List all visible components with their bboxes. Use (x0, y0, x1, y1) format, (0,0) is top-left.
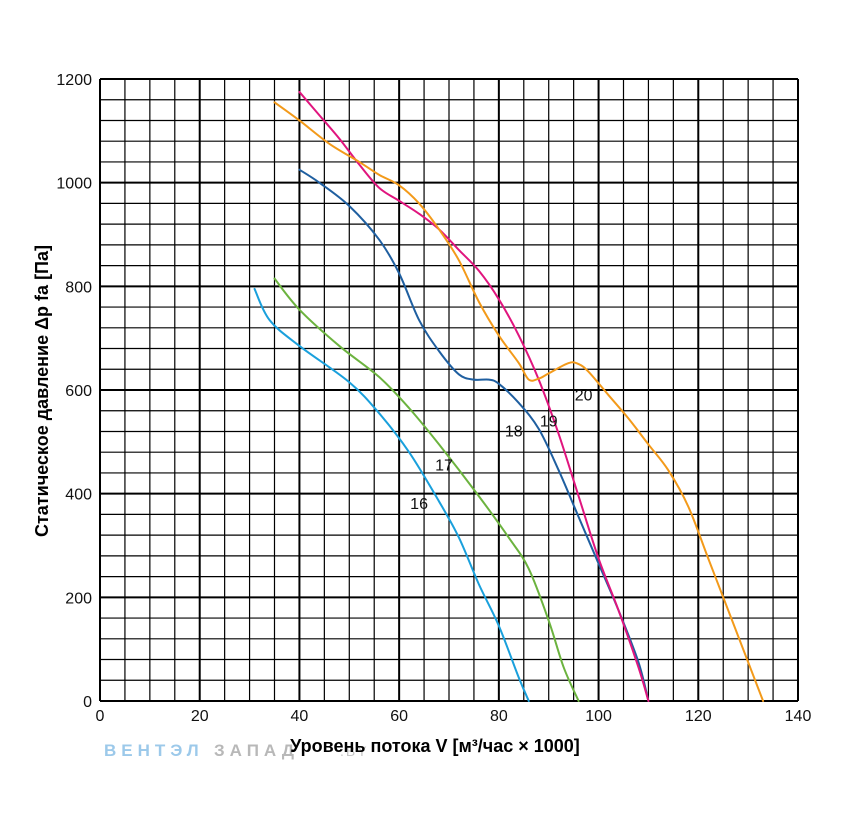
series-lines (253, 90, 765, 702)
y-tick-label: 400 (65, 487, 92, 504)
y-tick-label: 0 (83, 694, 92, 711)
x-tick-label: 80 (490, 708, 508, 725)
series-line-20 (273, 101, 765, 702)
series-labels: 16 17 18 19 20 (410, 387, 592, 513)
watermark-part1: ВЕНТЭЛ (104, 741, 204, 760)
series-line-16 (253, 287, 530, 702)
watermark-part2: ЗАПАД (214, 741, 299, 760)
major-grid (99, 78, 799, 702)
y-tick-label: 600 (65, 383, 92, 400)
series-line-17 (273, 277, 580, 702)
watermark-site: .BY (340, 743, 369, 759)
x-tick-label: 40 (291, 708, 309, 725)
y-tick-label: 200 (65, 590, 92, 607)
x-tick-label: 0 (96, 708, 105, 725)
x-tick-label: 140 (785, 708, 812, 725)
series-label-16: 16 (410, 496, 428, 513)
series-label-17: 17 (435, 457, 453, 474)
y-tick-label: 1200 (56, 72, 92, 89)
series-label-19: 19 (540, 413, 558, 430)
x-tick-label: 120 (685, 708, 712, 725)
series-label-18: 18 (505, 424, 523, 441)
x-tick-label: 60 (390, 708, 408, 725)
series-line-18 (298, 168, 650, 702)
series-line-19 (298, 90, 650, 702)
y-tick-label: 800 (65, 279, 92, 296)
x-tick-labels: 0 20 40 60 80 100 120 140 (96, 708, 812, 725)
watermark: ВЕНТЭЛ ЗАПАД .BY (104, 741, 369, 760)
x-axis-title: Уровень потока V [м³/час × 1000] (290, 736, 580, 756)
y-tick-label: 1000 (56, 176, 92, 193)
x-tick-label: 20 (191, 708, 209, 725)
x-tick-label: 100 (585, 708, 612, 725)
series-label-20: 20 (575, 387, 593, 404)
y-axis-title: Статическое давление Δp fa [Па] (32, 245, 52, 537)
y-tick-labels: 0 200 400 600 800 1000 1200 (56, 72, 92, 711)
